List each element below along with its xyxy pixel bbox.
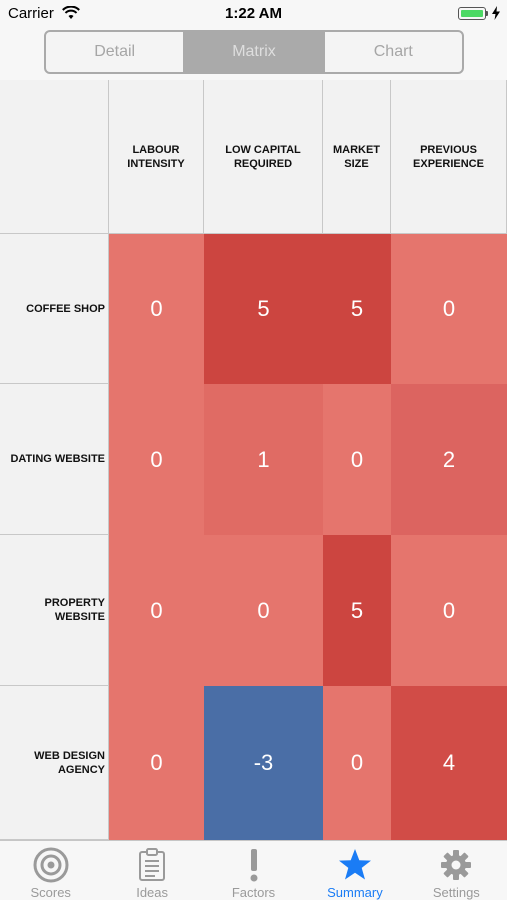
- row-header-coffee-shop: COFFEE SHOP: [0, 234, 109, 384]
- tab-bar: Scores Ideas Factors: [0, 840, 507, 900]
- matrix-cell-coffee-shop-4[interactable]: 0: [391, 234, 507, 384]
- segmented-control: Detail Matrix Chart: [44, 30, 464, 74]
- matrix-cell-dating-website-4[interactable]: 2: [391, 384, 507, 535]
- tab-settings[interactable]: Settings: [406, 841, 507, 900]
- row-header-dating-website: DATING WEBSITE: [0, 384, 109, 535]
- matrix-cell-dating-website-1[interactable]: 0: [109, 384, 204, 535]
- tab-summary[interactable]: Summary: [304, 841, 405, 900]
- matrix-cell-property-website-2[interactable]: 0: [204, 535, 323, 686]
- exclamation-icon: [234, 847, 274, 883]
- matrix-cell-property-website-4[interactable]: 0: [391, 535, 507, 686]
- segment-detail[interactable]: Detail: [46, 32, 186, 72]
- tab-settings-label: Settings: [432, 885, 480, 900]
- matrix-cell-web-design-agency-4[interactable]: 4: [391, 686, 507, 840]
- segment-matrix[interactable]: Matrix: [185, 32, 325, 72]
- gear-icon: [436, 847, 476, 883]
- matrix-corner-cell: [0, 80, 109, 234]
- matrix-cell-coffee-shop-1[interactable]: 0: [109, 234, 204, 384]
- tab-scores-label: Scores: [30, 885, 71, 900]
- tab-summary-label: Summary: [327, 885, 383, 900]
- matrix-cell-web-design-agency-1[interactable]: 0: [109, 686, 204, 840]
- matrix-cell-dating-website-3[interactable]: 0: [323, 384, 391, 535]
- star-icon: [335, 847, 375, 883]
- tab-ideas[interactable]: Ideas: [101, 841, 202, 900]
- status-bar: Carrier 1:22 AM: [0, 0, 507, 28]
- segmented-control-bar: Detail Matrix Chart: [0, 28, 507, 80]
- wifi-icon: [62, 6, 80, 19]
- matrix-cell-property-website-1[interactable]: 0: [109, 535, 204, 686]
- column-header-market-size: MARKET SIZE: [323, 80, 391, 234]
- battery-icon: [458, 7, 486, 20]
- matrix-cell-property-website-3[interactable]: 5: [323, 535, 391, 686]
- matrix-cell-dating-website-2[interactable]: 1: [204, 384, 323, 535]
- segment-chart[interactable]: Chart: [373, 43, 413, 60]
- carrier-label: Carrier: [8, 5, 54, 22]
- target-icon: [31, 847, 71, 883]
- matrix-cell-web-design-agency-2[interactable]: -3: [204, 686, 323, 840]
- column-header-low-capital-required: LOW CAPITAL REQUIRED: [204, 80, 323, 234]
- charging-icon: [492, 6, 500, 20]
- row-header-web-design-agency: WEB DESIGN AGENCY: [0, 686, 109, 840]
- row-header-property-website: PROPERTY WEBSITE: [0, 535, 109, 686]
- tab-scores[interactable]: Scores: [0, 841, 101, 900]
- matrix-cell-coffee-shop-3[interactable]: 5: [323, 234, 391, 384]
- column-header-previous-experience: PREVIOUS EXPERIENCE: [391, 80, 507, 234]
- tab-ideas-label: Ideas: [136, 885, 169, 900]
- tab-factors[interactable]: Factors: [203, 841, 304, 900]
- matrix-cell-web-design-agency-3[interactable]: 0: [323, 686, 391, 840]
- column-header-labour-intensity: LABOUR INTENSITY: [109, 80, 204, 234]
- clipboard-icon: [132, 847, 172, 883]
- clock: 1:22 AM: [225, 5, 282, 22]
- matrix-cell-coffee-shop-2[interactable]: 5: [204, 234, 323, 384]
- score-matrix: LABOUR INTENSITY LOW CAPITAL REQUIRED MARK…: [0, 80, 507, 840]
- tab-factors-label: Factors: [231, 885, 276, 900]
- battery-cap: [486, 11, 488, 16]
